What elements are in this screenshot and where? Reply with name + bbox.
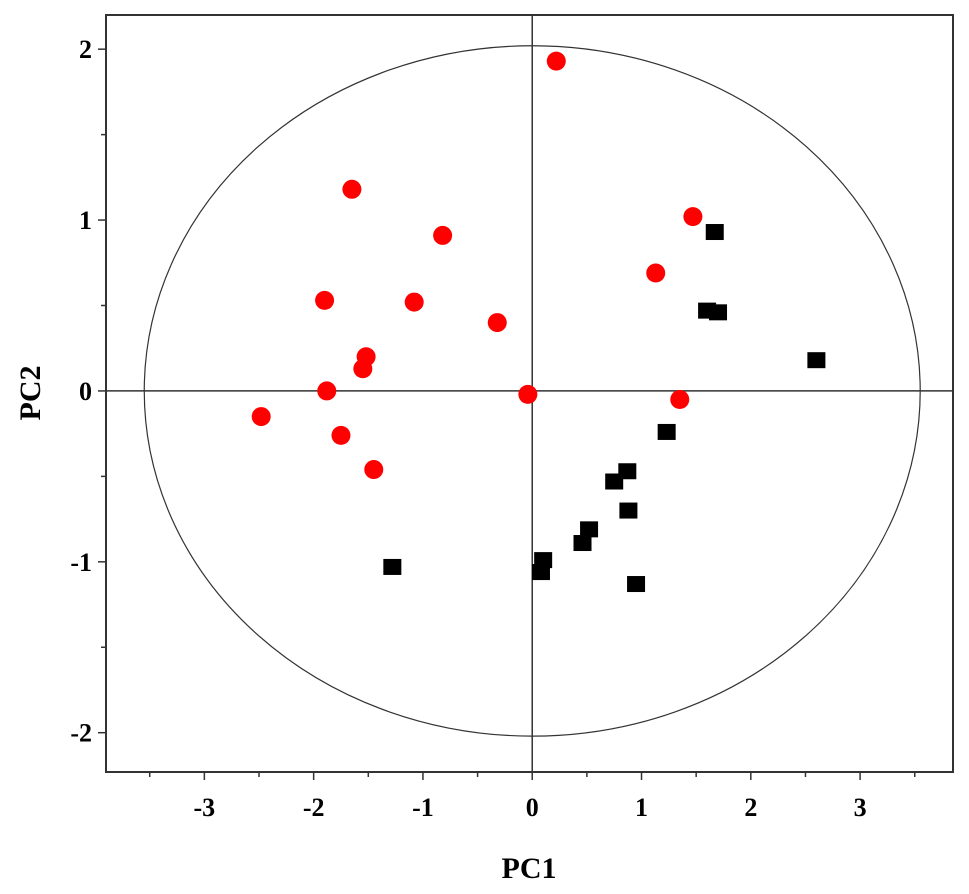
- circle-point: [251, 407, 271, 427]
- square-point: [807, 352, 826, 369]
- x-tick-label: 1: [635, 793, 648, 822]
- x-tick-label: 2: [744, 793, 757, 822]
- circle-point: [364, 460, 384, 480]
- square-point: [531, 564, 550, 581]
- y-tick-label: 1: [79, 206, 92, 235]
- y-axis-title: PC2: [14, 366, 47, 421]
- data-points: [251, 51, 826, 593]
- circle-point: [670, 389, 690, 409]
- circle-point: [518, 384, 538, 404]
- circle-point: [683, 207, 703, 227]
- plot-frame: [105, 14, 954, 773]
- square-point: [705, 224, 724, 241]
- circle-point: [342, 179, 362, 199]
- y-tick-label: -2: [70, 719, 92, 748]
- axis-ticks: [98, 48, 916, 780]
- x-tick-label: -2: [303, 793, 325, 822]
- circle-point: [317, 381, 337, 401]
- circle-point: [315, 290, 335, 310]
- y-tick-label: -1: [70, 548, 92, 577]
- circle-point: [404, 292, 424, 312]
- square-point: [383, 558, 402, 575]
- square-point: [619, 502, 638, 519]
- circle-point: [487, 313, 507, 333]
- x-tick-label: -1: [412, 793, 434, 822]
- confidence-ellipse: [143, 45, 921, 737]
- square-point: [573, 535, 592, 552]
- x-axis-title: PC1: [502, 852, 557, 885]
- square-point: [657, 423, 676, 440]
- circle-point: [546, 51, 566, 71]
- square-point: [580, 521, 599, 538]
- y-tick-label: 2: [79, 35, 92, 64]
- circle-point: [433, 225, 453, 245]
- square-point: [627, 576, 646, 593]
- circle-point: [331, 425, 351, 445]
- circle-point: [353, 359, 373, 379]
- tick-labels: -3 -2 -1 0 1 2 3 -2 -1 0 1 2: [70, 35, 866, 822]
- square-point: [605, 473, 624, 490]
- x-tick-label: 3: [854, 793, 867, 822]
- y-tick-label: 0: [79, 377, 92, 406]
- x-tick-label: -3: [194, 793, 216, 822]
- x-tick-label: 0: [526, 793, 539, 822]
- square-point: [709, 304, 728, 321]
- confidence-ellipse-layer: [143, 45, 921, 737]
- circle-point: [646, 263, 666, 283]
